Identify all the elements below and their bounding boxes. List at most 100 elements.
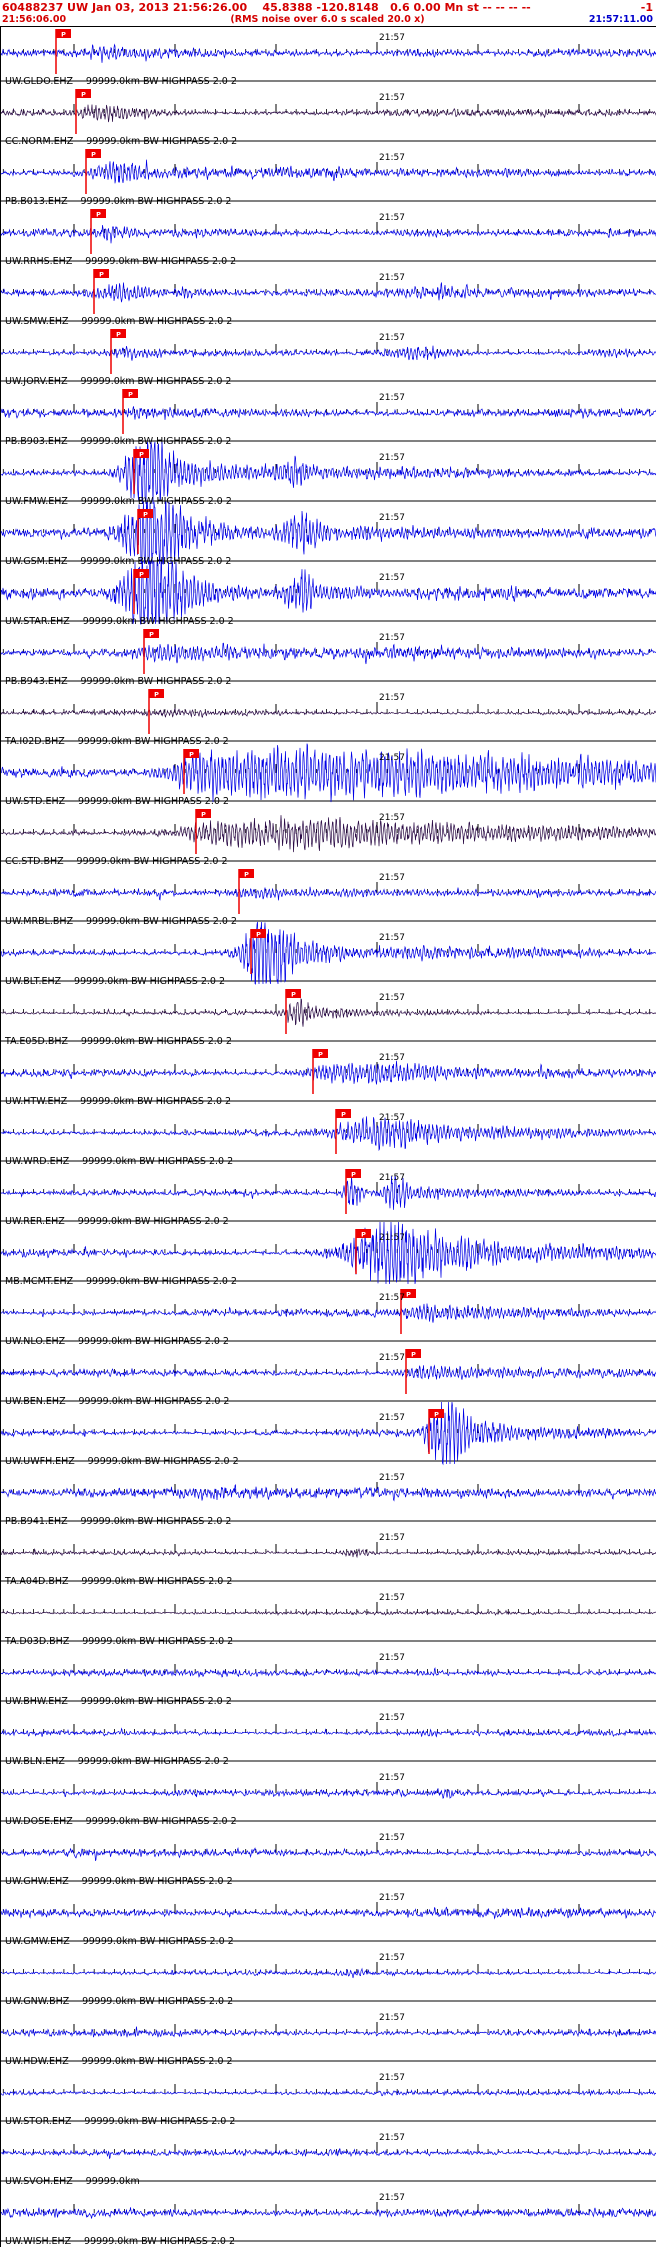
waveform[interactable] xyxy=(0,1548,656,1559)
trace-plot[interactable]: P 21:57 PB.B903.EHZ -- 99999.0km BW HIGHPA… xyxy=(0,387,656,447)
waveform[interactable] xyxy=(0,1967,656,1979)
pick-flag[interactable] xyxy=(138,509,153,518)
waveform[interactable] xyxy=(0,1788,656,1799)
trace-plot[interactable]: P 21:57 UW.GSM.EHZ -- 99999.0km BW HIGHPAS… xyxy=(0,501,656,567)
pick-flag[interactable] xyxy=(286,989,301,998)
trace-plot[interactable]: P 21:57 UW.BEN.EHZ -- 99999.0km BW HIGHPAS… xyxy=(0,1347,656,1407)
waveform[interactable] xyxy=(0,2148,656,2160)
trace-plot[interactable]: P 21:57 CC.NORM.EHZ -- 99999.0km BW HIGHPA… xyxy=(0,87,656,147)
waveform[interactable] xyxy=(0,282,656,303)
pick-flag[interactable] xyxy=(401,1289,416,1298)
pick-flag[interactable] xyxy=(406,1349,421,1358)
trace-plot[interactable]: 21:57 UW.WISH.EHZ -- 99999.0km BW HIGHPAS… xyxy=(0,2187,656,2247)
pick-flag[interactable] xyxy=(251,929,266,938)
trace-plot[interactable]: 21:57 UW.GHW.EHZ -- 99999.0km BW HIGHPASS… xyxy=(0,1827,656,1887)
waveform[interactable] xyxy=(0,561,656,625)
waveform[interactable] xyxy=(0,406,656,420)
pick-flag[interactable] xyxy=(239,869,254,878)
waveform[interactable] xyxy=(0,2089,656,2097)
trace-plot[interactable]: P 21:57 PB.B943.EHZ -- 99999.0km BW HIGHPA… xyxy=(0,627,656,687)
waveform[interactable] xyxy=(0,43,656,63)
waveform[interactable] xyxy=(0,708,656,718)
trace-plot[interactable]: P 21:57 UW.STD.EHZ -- 99999.0km BW HIGHPAS… xyxy=(0,743,656,807)
waveform[interactable] xyxy=(0,2207,656,2219)
waveform[interactable] xyxy=(0,1364,656,1380)
trace-plot[interactable]: P 21:57 UW.MRBL.BHZ -- 99999.0km BW HIGHPA… xyxy=(0,867,656,927)
trace-plot[interactable]: P 21:57 UW.GLDO.EHZ -- 99999.0km BW HIGHPA… xyxy=(0,27,656,87)
waveform[interactable] xyxy=(0,159,656,184)
waveform[interactable] xyxy=(0,1221,656,1285)
trace-plot[interactable]: 21:57 UW.SVOH.EHZ -- 99999.0km xyxy=(0,2127,656,2187)
waveform[interactable] xyxy=(0,104,656,123)
waveform[interactable] xyxy=(1,1609,656,1616)
trace-plot[interactable]: P 21:57 CC.STD.BHZ -- 99999.0km BW HIGHPAS… xyxy=(0,807,656,867)
trace-plot[interactable]: 21:57 UW.DOSE.EHZ -- 99999.0km BW HIGHPAS… xyxy=(0,1767,656,1827)
trace-plot[interactable]: P 21:57 UW.WRD.EHZ -- 99999.0km BW HIGHPAS… xyxy=(0,1107,656,1167)
waveform[interactable] xyxy=(0,1401,656,1466)
trace-row: 21:57 UW.DOSE.EHZ -- 99999.0km BW HIGHPAS… xyxy=(0,1767,656,1827)
pick-flag[interactable] xyxy=(356,1229,371,1238)
trace-plot[interactable]: 21:57 TA.D03D.BHZ -- 99999.0km BW HIGHPAS… xyxy=(1,1587,656,1647)
waveform[interactable] xyxy=(0,345,656,361)
pick-flag[interactable] xyxy=(346,1169,361,1178)
trace-plot[interactable]: P 21:57 UW.FMW.EHZ -- 99999.0km BW HIGHPAS… xyxy=(0,441,656,507)
trace-plot[interactable]: P 21:57 PB.B013.EHZ -- 99999.0km BW HIGHPA… xyxy=(0,147,656,207)
pick-flag[interactable] xyxy=(86,149,101,158)
trace-plot[interactable]: P 21:57 UW.SMW.EHZ -- 99999.0km BW HIGHPAS… xyxy=(0,267,656,327)
trace-plot[interactable]: P 21:57 TA.I02D.BHZ -- 99999.0km BW HIGHPA… xyxy=(0,687,656,747)
trace-plot[interactable]: P 21:57 UW.RER.EHZ -- 99999.0km BW HIGHPAS… xyxy=(0,1167,656,1227)
trace-plot[interactable]: 21:57 UW.GNW.BHZ -- 99999.0km BW HIGHPASS… xyxy=(0,1947,656,2007)
waveform[interactable] xyxy=(0,815,656,853)
waveform[interactable] xyxy=(1,997,656,1027)
pick-flag[interactable] xyxy=(313,1049,328,1058)
pick-flag[interactable] xyxy=(184,749,199,758)
pick-flag[interactable] xyxy=(76,89,91,98)
trace-plot[interactable]: 21:57 UW.HDW.EHZ -- 99999.0km BW HIGHPASS… xyxy=(0,2007,656,2067)
pick-flag[interactable] xyxy=(149,689,164,698)
trace-plot[interactable]: P 21:57 UW.STAR.EHZ -- 99999.0km BW HIGHPA… xyxy=(0,561,656,627)
trace-plot[interactable]: 21:57 UW.BHW.EHZ -- 99999.0km BW HIGHPASS… xyxy=(0,1647,656,1707)
trace-plot[interactable]: 21:57 UW.STOR.EHZ -- 99999.0km BW HIGHPAS… xyxy=(0,2067,656,2127)
waveform[interactable] xyxy=(0,224,656,244)
pick-flag[interactable] xyxy=(91,209,106,218)
trace-plot[interactable]: P21:57 UW.NLO.EHZ -- 99999.0km BW HIGHPAS… xyxy=(0,1287,656,1347)
waveform[interactable] xyxy=(0,1175,656,1210)
pick-flag[interactable] xyxy=(134,449,149,458)
waveform[interactable] xyxy=(0,1906,656,1920)
trace-plot[interactable]: 21:57 TA.A04D.BHZ -- 99999.0km BW HIGHPAS… xyxy=(0,1527,656,1587)
trace-plot[interactable]: P 21:57 MB.MCMT.EHZ -- 99999.0km BW HIGHPA… xyxy=(0,1221,656,1287)
pick-flag[interactable] xyxy=(144,629,159,638)
waveform[interactable] xyxy=(0,1116,656,1152)
trace-plot[interactable]: 21:57 PB.B941.EHZ -- 99999.0km BW HIGHPAS… xyxy=(0,1467,656,1527)
trace-plot[interactable]: P 21:57 TA.E05D.BHZ -- 99999.0km BW HIGHPA… xyxy=(1,987,656,1047)
pick-flag[interactable] xyxy=(196,809,211,818)
waveform[interactable] xyxy=(0,1847,656,1862)
trace-plot[interactable]: P 21:57 UW.HTW.EHZ -- 99999.0km BW HIGHPAS… xyxy=(0,1047,656,1107)
waveform[interactable] xyxy=(0,2026,656,2038)
waveform[interactable] xyxy=(0,1303,656,1323)
waveform[interactable] xyxy=(0,441,656,505)
trace-plot[interactable]: P 21:57 UW.BLT.EHZ -- 99999.0km BW HIGHPAS… xyxy=(0,921,656,987)
trace-plot[interactable]: 21:57 UW.GMW.EHZ -- 99999.0km BW HIGHPASS… xyxy=(0,1887,656,1947)
pick-flag[interactable] xyxy=(336,1109,351,1118)
pick-flag[interactable] xyxy=(111,329,126,338)
waveform[interactable] xyxy=(0,921,656,985)
waveform[interactable] xyxy=(0,1667,656,1678)
trace-plot[interactable]: P 21:57 UW.JORV.EHZ -- 99999.0km BW HIGHPA… xyxy=(0,327,656,387)
waveform[interactable] xyxy=(0,642,656,665)
pick-flag[interactable] xyxy=(56,29,71,38)
waveform[interactable] xyxy=(0,886,656,901)
waveform[interactable] xyxy=(0,1483,656,1502)
waveform[interactable] xyxy=(0,743,656,803)
waveform[interactable] xyxy=(1,1727,656,1738)
trace-plot[interactable]: P 21:57 UW.UWFH.EHZ -- 99999.0km BW HIGHPA… xyxy=(0,1401,656,1467)
pick-flag[interactable] xyxy=(134,569,149,578)
pick-flag[interactable] xyxy=(429,1409,444,1418)
pick-flag-label: P xyxy=(143,510,148,518)
pick-flag[interactable] xyxy=(123,389,138,398)
trace-plot[interactable]: P 21:57 UW.RRHS.EHZ -- 99999.0km BW HIGHPA… xyxy=(0,207,656,267)
waveform[interactable] xyxy=(0,1060,656,1085)
waveform[interactable] xyxy=(0,501,656,565)
trace-plot[interactable]: 21:57 UW.BLN.EHZ -- 99999.0km BW HIGHPASS… xyxy=(1,1707,656,1767)
pick-flag[interactable] xyxy=(94,269,109,278)
